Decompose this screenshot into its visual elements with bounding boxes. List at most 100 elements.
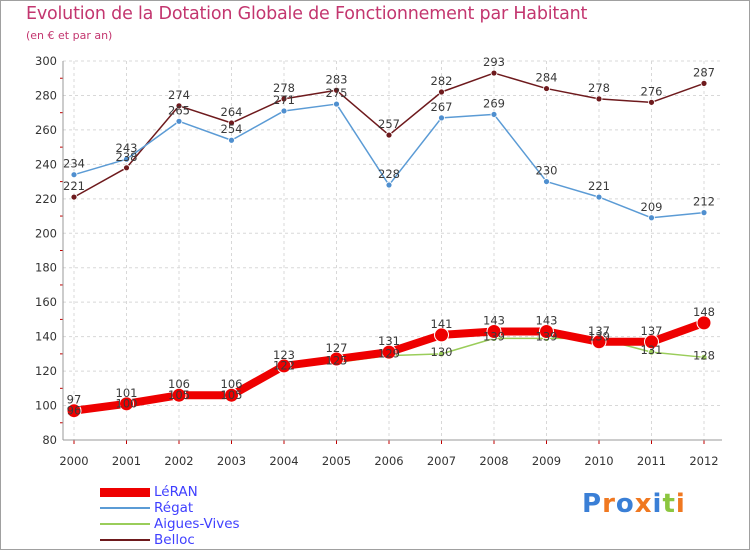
data-labels: 221 238 274 264 278 283 257 282 293 284 278 276 287 2… (63, 55, 715, 417)
data-point-regat (175, 117, 183, 125)
x-tick-label: 2000 (59, 454, 88, 468)
y-tick-label: 160 (35, 295, 57, 309)
data-label-belloc: 282 (431, 74, 453, 88)
data-label-belloc: 221 (63, 179, 85, 193)
data-point-belloc (228, 119, 235, 127)
x-tick-label: 2006 (374, 454, 403, 468)
legend-label: LéRAN (154, 484, 198, 500)
x-tick-label: 2001 (112, 454, 141, 468)
y-tick-label: 200 (35, 226, 57, 240)
y-tick-label: 80 (42, 433, 57, 447)
x-tick-label: 2007 (427, 454, 456, 468)
grid (63, 60, 722, 441)
data-label-aigues-vives: 105 (221, 388, 243, 402)
data-point-belloc (490, 69, 498, 77)
data-label-belloc: 287 (693, 65, 715, 79)
data-point-leran (381, 344, 397, 360)
y-tick-label: 260 (35, 123, 57, 137)
data-label-aigues-vives: 139 (588, 329, 610, 343)
data-label-regat: 271 (273, 93, 295, 107)
x-tick-label: 2012 (689, 454, 718, 468)
data-label-aigues-vives: 131 (641, 343, 663, 357)
data-point-belloc (70, 193, 78, 201)
data-label-belloc: 284 (536, 71, 558, 85)
data-label-regat: 221 (588, 179, 610, 193)
data-point-leran (329, 351, 344, 367)
y-tick-label: 120 (35, 364, 57, 378)
data-label-leran: 131 (378, 334, 400, 348)
data-point-regat (648, 214, 655, 222)
data-label-belloc: 257 (378, 117, 400, 131)
logo-letter: P (582, 489, 603, 519)
data-label-regat: 269 (483, 96, 505, 110)
data-point-leran (539, 323, 554, 339)
data-point-regat (333, 100, 340, 108)
axes: 80 100 120 140 160 180 200 220 240 260 280 300 2000 2… (35, 54, 722, 468)
data-point-regat (543, 178, 550, 185)
data-point-regat (595, 193, 603, 201)
y-tick-label: 240 (35, 157, 57, 171)
data-label-belloc: 238 (116, 150, 138, 164)
legend-label: Régat (154, 500, 194, 516)
logo-letter: r (602, 489, 616, 519)
data-point-leran (276, 358, 292, 374)
data-label-leran: 143 (483, 313, 505, 327)
data-point-regat (700, 209, 708, 217)
data-label-aigues-vives: 130 (431, 345, 453, 359)
data-point-belloc (648, 98, 655, 106)
data-label-regat: 212 (693, 195, 715, 209)
data-point-aigues-vives (700, 353, 708, 361)
data-point-regat (438, 114, 445, 122)
data-label-regat: 234 (63, 157, 85, 171)
data-label-regat: 267 (431, 100, 453, 114)
data-point-belloc (175, 102, 183, 110)
data-label-leran: 106 (221, 377, 243, 391)
data-point-belloc (333, 86, 340, 94)
data-label-aigues-vives: 96 (67, 403, 82, 417)
proxiti-logo: Proxiti (582, 489, 686, 519)
data-label-leran: 137 (588, 324, 610, 338)
data-label-belloc: 274 (168, 88, 190, 102)
chart-title: Evolution de la Dotation Globale de Fonc… (26, 4, 588, 24)
data-label-leran: 123 (273, 348, 295, 362)
data-point-belloc (385, 131, 393, 139)
data-label-leran: 97 (67, 393, 82, 407)
x-tick-label: 2011 (637, 454, 666, 468)
y-tick-label: 220 (35, 192, 57, 206)
legend-swatch (100, 539, 150, 541)
plot-area (63, 61, 722, 440)
legend-swatch (100, 523, 150, 525)
x-tick-label: 2005 (322, 454, 351, 468)
logo-letter: o (615, 489, 635, 519)
data-point-belloc (543, 85, 550, 92)
data-point-leran (696, 315, 712, 331)
series (66, 69, 712, 419)
data-point-aigues-vives (438, 350, 445, 358)
legend-label: Aigues-Vives (154, 516, 240, 532)
data-point-belloc (595, 95, 603, 103)
data-point-regat (70, 171, 78, 179)
x-tick-label: 2004 (269, 454, 298, 468)
data-label-leran: 143 (536, 313, 558, 327)
logo-letter: x (634, 489, 653, 519)
data-label-leran: 148 (693, 305, 715, 319)
data-label-belloc: 276 (641, 84, 663, 98)
legend-swatch (100, 507, 150, 509)
x-tick-label: 2010 (584, 454, 613, 468)
data-point-leran (434, 327, 449, 343)
y-tick-label: 300 (35, 54, 57, 68)
x-tick-label: 2002 (164, 454, 193, 468)
data-label-belloc: 283 (326, 72, 348, 86)
x-tick-label: 2009 (532, 454, 561, 468)
data-label-aigues-vives: 125 (326, 353, 348, 367)
data-label-regat: 265 (168, 103, 190, 117)
data-point-regat (490, 111, 498, 118)
data-label-belloc: 264 (221, 105, 243, 119)
data-label-leran: 106 (168, 377, 190, 391)
data-label-leran: 137 (641, 324, 663, 338)
data-label-regat: 275 (326, 86, 348, 100)
data-label-aigues-vives: 129 (378, 347, 400, 361)
data-point-leran (591, 334, 607, 350)
data-point-belloc (280, 95, 288, 103)
logo-letter: t (662, 489, 676, 519)
